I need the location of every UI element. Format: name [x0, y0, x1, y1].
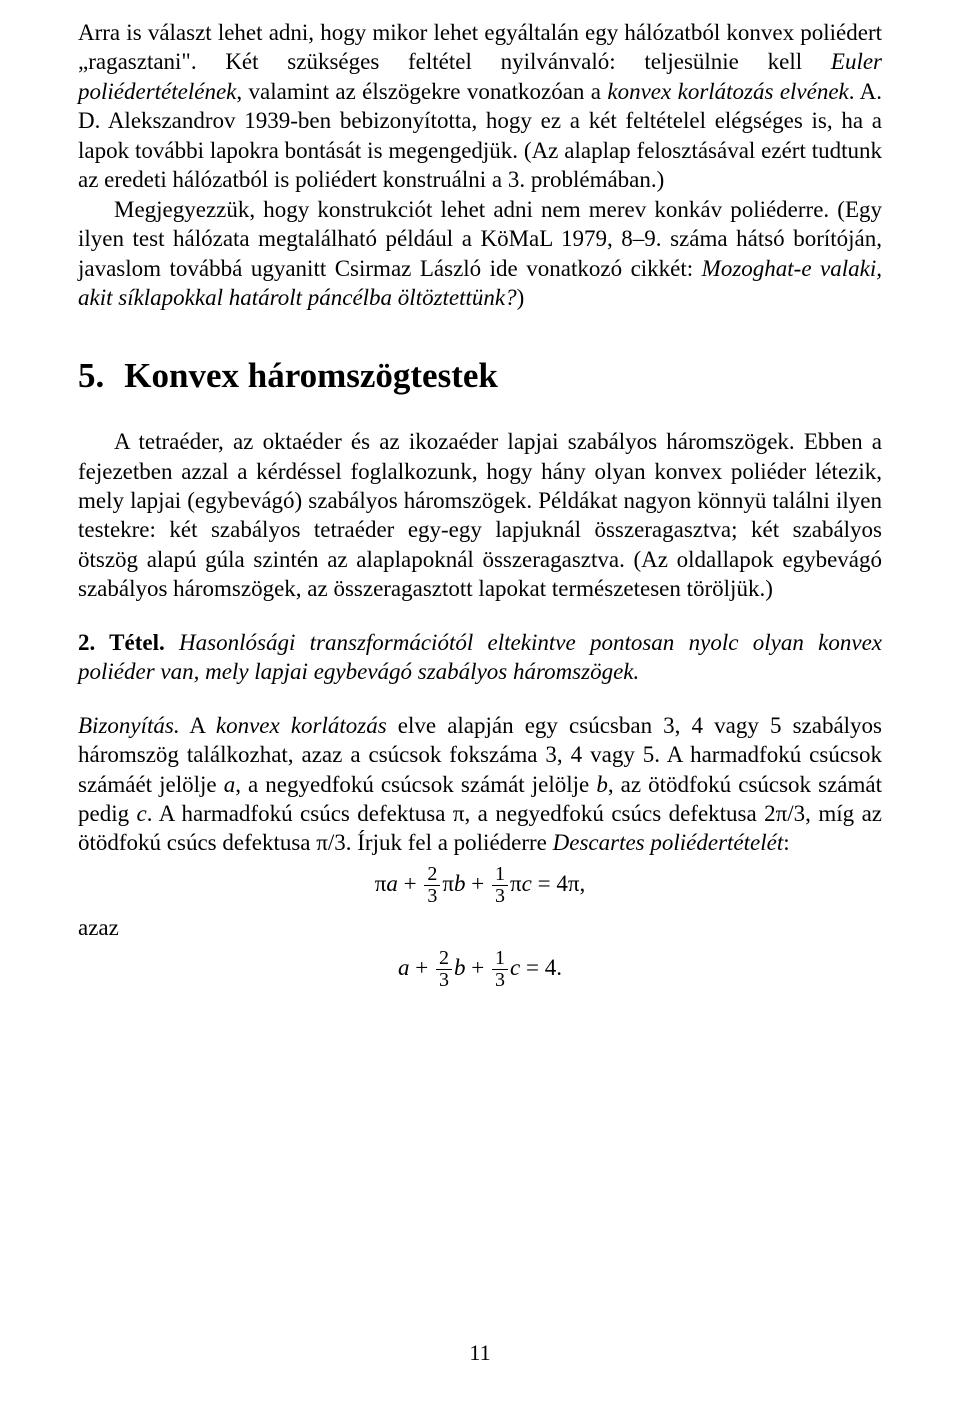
eq1-pi2: π [442, 871, 454, 896]
section-number: 5. [78, 354, 104, 399]
paragraph-3: A tetraéder, az oktaéder és az ikozaéder… [78, 427, 882, 604]
equation-1: πa + 23πb + 13πc = 4π, [78, 864, 882, 907]
eq2-eq: = [520, 955, 544, 980]
proof-var-c: c [137, 801, 147, 826]
para1-konvex-italic: konvex korlátozás elvének [607, 79, 848, 104]
proof-var-a: a [224, 772, 236, 797]
eq2-c: c [510, 955, 520, 980]
eq1-c: c [522, 871, 532, 896]
proof-text-1: A [180, 713, 216, 738]
para1-text-1: Arra is választ lehet adni, hogy mikor l… [78, 20, 882, 74]
eq2-rhs: 4. [545, 955, 562, 980]
eq1-frac2: 13 [492, 864, 508, 907]
eq1-plus2: + [466, 871, 490, 896]
proof-italic-2: Descartes poliédertételét [553, 830, 784, 855]
proof-italic-1: konvex korlátozás [216, 713, 387, 738]
theorem-label: 2. Tétel. [78, 630, 165, 655]
proof-text-3: , a negyedfokú csúcsok számát jelölje [235, 772, 596, 797]
eq1-frac1: 23 [424, 864, 440, 907]
section-heading: 5. Konvex háromszögtestek [78, 354, 882, 399]
eq2-plus2: + [466, 955, 490, 980]
page-number: 11 [0, 1339, 960, 1367]
eq1-b: b [454, 871, 466, 896]
eq1-eq: = [532, 871, 556, 896]
eq2-frac1-den: 3 [436, 970, 452, 991]
eq2-a: a [398, 955, 410, 980]
eq1-rhs: 4π, [556, 871, 585, 896]
paragraph-2: Megjegyezzük, hogy konstrukciót lehet ad… [78, 195, 882, 313]
azaz-label: azaz [78, 913, 882, 942]
para2-text-2: ) [517, 285, 525, 310]
proof-var-b: b [596, 772, 608, 797]
proof-block: Bizonyítás. A konvex korlátozás elve ala… [78, 711, 882, 858]
proof-label: Bizonyítás. [78, 713, 180, 738]
paragraph-1: Arra is választ lehet adni, hogy mikor l… [78, 18, 882, 195]
eq1-a: a [386, 871, 398, 896]
theorem-block: 2. Tétel. Hasonlósági transzformációtól … [78, 628, 882, 687]
eq1-frac2-num: 1 [492, 864, 508, 886]
eq2-b: b [454, 955, 466, 980]
eq2-frac2-num: 1 [492, 948, 508, 970]
para1-text-2: , valamint az élszögekre vonatkozóan a [236, 79, 607, 104]
eq1-frac2-den: 3 [492, 886, 508, 907]
eq1-pi1: π [375, 871, 387, 896]
proof-text-6: : [783, 830, 789, 855]
equation-2: a + 23b + 13c = 4. [78, 948, 882, 991]
eq2-frac1: 23 [436, 948, 452, 991]
eq2-plus1: + [410, 955, 434, 980]
para3-text: A tetraéder, az oktaéder és az ikozaéder… [78, 429, 882, 601]
eq1-plus1: + [398, 871, 422, 896]
theorem-text: Hasonlósági transzformációtól eltekintve… [78, 630, 882, 684]
eq2-frac1-num: 2 [436, 948, 452, 970]
eq2-frac2-den: 3 [492, 970, 508, 991]
eq2-frac2: 13 [492, 948, 508, 991]
eq1-frac1-num: 2 [424, 864, 440, 886]
eq1-pi3: π [510, 871, 522, 896]
eq1-frac1-den: 3 [424, 886, 440, 907]
section-title: Konvex háromszögtestek [124, 356, 498, 395]
